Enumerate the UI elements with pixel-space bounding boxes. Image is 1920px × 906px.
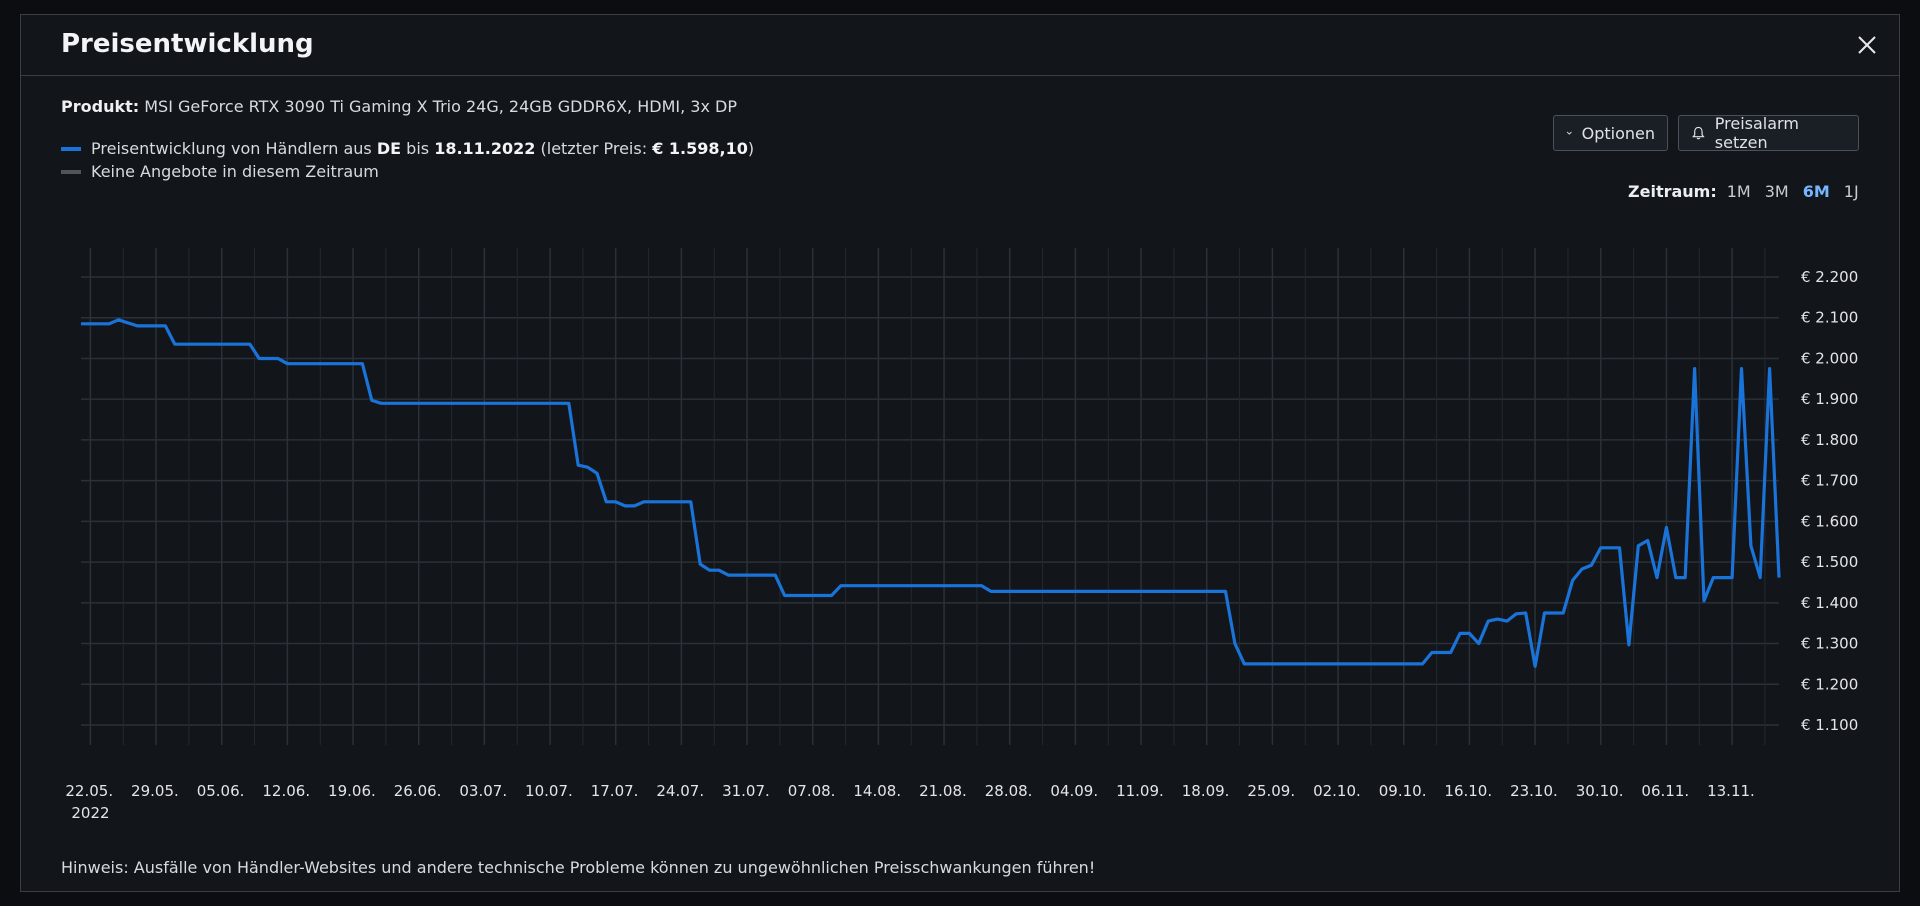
close-button[interactable] (1853, 31, 1881, 59)
legend-nodata-text: Keine Angebote in diesem Zeitraum (91, 162, 379, 181)
chart-legend: Preisentwicklung von Händlern aus DE bis… (61, 137, 754, 183)
x-tick-label: 06.11. (1641, 782, 1689, 800)
x-tick-label: 22.05. (65, 782, 113, 800)
price-series-line (81, 318, 1781, 668)
time-range-option-1m[interactable]: 1M (1726, 182, 1751, 201)
legend-item-nodata: Keine Angebote in diesem Zeitraum (61, 160, 754, 183)
y-tick-label: € 1.200 (1801, 675, 1858, 693)
x-tick-label: 13.11. (1707, 782, 1755, 800)
y-tick-label: € 1.900 (1801, 390, 1858, 408)
legend-swatch-nodata (61, 169, 81, 174)
x-tick-label: 04.09. (1050, 782, 1098, 800)
y-tick-label: € 1.800 (1801, 431, 1858, 449)
legend-swatch-series (61, 146, 81, 151)
product-line: Produkt: MSI GeForce RTX 3090 Ti Gaming … (61, 97, 737, 116)
y-tick-label: € 1.100 (1801, 716, 1858, 734)
options-button[interactable]: Optionen (1553, 115, 1668, 151)
x-tick-label: 17.07. (591, 782, 639, 800)
x-tick-label: 24.07. (656, 782, 704, 800)
x-year-label: 2022 (71, 804, 109, 822)
price-alarm-button[interactable]: Preisalarm setzen (1678, 114, 1859, 152)
time-range-option-6m[interactable]: 6M (1802, 182, 1830, 201)
legend-item-series: Preisentwicklung von Händlern aus DE bis… (61, 137, 754, 160)
modal-title: Preisentwicklung (61, 29, 314, 59)
y-tick-label: € 2.200 (1801, 268, 1858, 286)
y-tick-label: € 1.700 (1801, 472, 1858, 490)
modal-header: Preisentwicklung (21, 15, 1899, 76)
x-tick-label: 23.10. (1510, 782, 1558, 800)
y-tick-label: € 2.100 (1801, 309, 1858, 327)
x-tick-label: 02.10. (1313, 782, 1361, 800)
product-label: Produkt: (61, 97, 140, 116)
product-name: MSI GeForce RTX 3090 Ti Gaming X Trio 24… (144, 97, 737, 116)
x-tick-label: 03.07. (459, 782, 507, 800)
price-chart: € 1.100 € 1.200 € 1.300 € 1.400 € 1.500 € 1.6… (65, 248, 1858, 822)
time-range-option-3m[interactable]: 3M (1764, 182, 1789, 201)
x-tick-label: 25.09. (1247, 782, 1295, 800)
x-tick-label: 14.08. (853, 782, 901, 800)
x-tick-label: 19.06. (328, 782, 376, 800)
close-icon (1858, 36, 1876, 54)
y-tick-label: € 2.000 (1801, 349, 1858, 367)
y-tick-label: € 1.400 (1801, 594, 1858, 612)
x-tick-label: 30.10. (1576, 782, 1624, 800)
x-tick-label: 05.06. (197, 782, 245, 800)
x-tick-label: 21.08. (919, 782, 967, 800)
y-tick-label: € 1.300 (1801, 635, 1858, 653)
x-tick-label: 10.07. (525, 782, 573, 800)
price-history-modal: Preisentwicklung Produkt: MSI GeForce RT… (20, 14, 1900, 892)
time-range-label: Zeitraum: (1628, 182, 1717, 201)
x-tick-label: 11.09. (1116, 782, 1164, 800)
x-tick-label: 18.09. (1182, 782, 1230, 800)
x-tick-label: 16.10. (1444, 782, 1492, 800)
x-tick-label: 29.05. (131, 782, 179, 800)
x-tick-label: 28.08. (985, 782, 1033, 800)
time-range-selector: Zeitraum: 1M 3M 6M 1J (1628, 182, 1859, 201)
time-range-option-1j[interactable]: 1J (1843, 182, 1859, 201)
x-tick-label: 09.10. (1379, 782, 1427, 800)
y-tick-label: € 1.500 (1801, 553, 1858, 571)
price-alarm-button-label: Preisalarm setzen (1714, 114, 1799, 152)
legend-series-text: Preisentwicklung von Händlern aus DE bis… (91, 139, 755, 158)
x-tick-label: 26.06. (394, 782, 442, 800)
x-tick-label: 07.08. (788, 782, 836, 800)
hint-text: Hinweis: Ausfälle von Händler-Websites u… (61, 858, 1096, 877)
x-tick-label: 12.06. (262, 782, 310, 800)
bell-icon (1692, 126, 1705, 140)
y-tick-label: € 1.600 (1801, 512, 1858, 530)
x-tick-label: 31.07. (722, 782, 770, 800)
options-button-label: Optionen (1581, 123, 1655, 143)
chevron-down-icon (1566, 131, 1572, 135)
